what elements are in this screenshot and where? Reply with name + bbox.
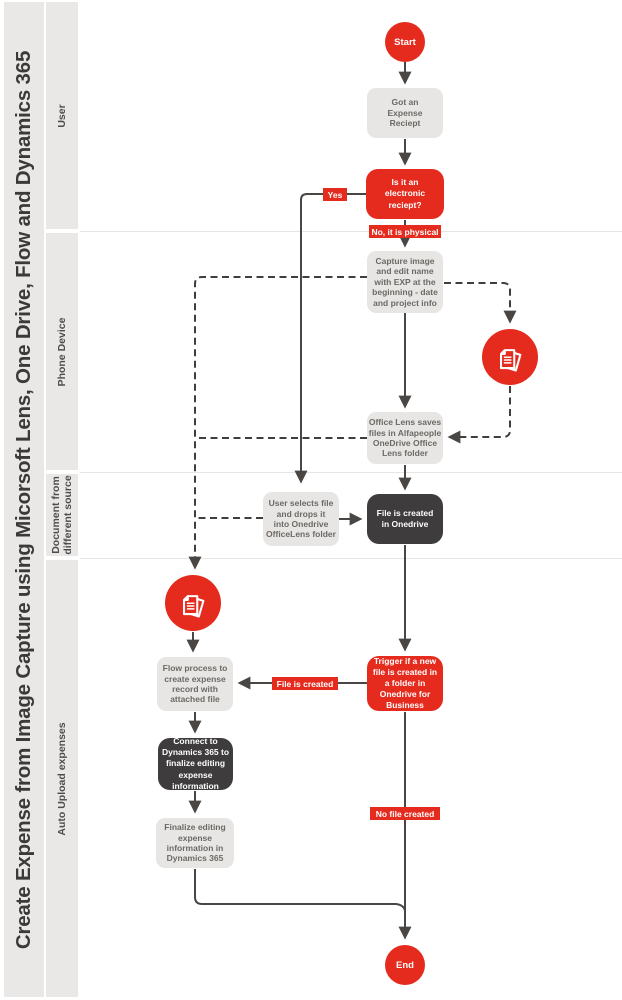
- no-file-created-edge-label: No file created: [370, 807, 440, 820]
- lane-divider: [80, 558, 622, 559]
- trigger-new-file-node: Trigger if a new file is created in a fo…: [367, 656, 443, 711]
- lane-label-user: User: [46, 2, 78, 229]
- edge-finalize-merge: [194, 869, 406, 912]
- documents-badge-right: [482, 329, 538, 385]
- flow-process-node: Flow process to create expense record wi…: [157, 657, 233, 711]
- no-physical-edge-label: No, it is physical: [369, 225, 441, 238]
- connect-dynamics-node: Connect to Dynamics 365 to finalize edit…: [158, 736, 233, 791]
- office-lens-saves-node: Office Lens saves files in Alfapeople On…: [367, 412, 443, 464]
- edge-capture-to-docs-icon-left: [188, 276, 367, 570]
- got-expense-node: Got an Expense Reciept: [367, 88, 443, 138]
- end-node: End: [385, 945, 425, 985]
- documents-icon: [176, 579, 210, 627]
- diagram-title-bar: Create Expense from Image Capture using …: [4, 2, 44, 997]
- edge-docs-icon-right-to-office-lens: [447, 386, 511, 444]
- lane-divider: [80, 231, 622, 232]
- lane-label-auto-upload: Auto Upload expenses: [46, 560, 78, 997]
- file-created-onedrive-node: File is created in Onedrive: [367, 494, 443, 544]
- documents-icon: [493, 333, 527, 381]
- finalize-editing-node: Finalize editing expense information in …: [156, 818, 234, 868]
- documents-badge-left: [165, 575, 221, 631]
- file-created-edge-label: File is created: [272, 677, 338, 690]
- capture-image-node: Capture image and edit name with EXP at …: [367, 251, 443, 313]
- electronic-receipt-decision-node: Is it an electronic reciept?: [366, 169, 444, 219]
- user-selects-file-node: User selects file and drops it into Oned…: [263, 492, 339, 546]
- yes-edge-label: Yes: [323, 188, 347, 201]
- lane-label-phone-device: Phone Device: [46, 233, 78, 470]
- edge-yes-to-user-selects: [294, 193, 366, 484]
- lane-divider: [80, 472, 622, 473]
- lane-label-document-source: Document from different source: [46, 474, 78, 556]
- start-node: Start: [385, 22, 425, 62]
- edge-capture-to-docs-icon-right: [444, 282, 517, 324]
